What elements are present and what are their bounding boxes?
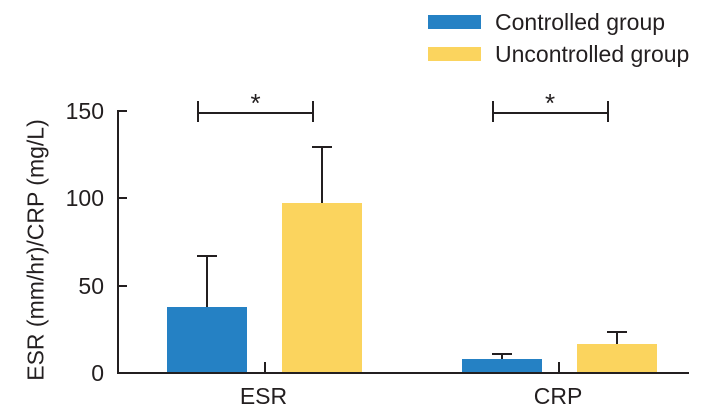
legend-label-uncontrolled: Uncontrolled group [495, 41, 690, 67]
x-axis-line [117, 372, 689, 374]
error-bar-esr-uncontrolled-group [321, 145, 323, 204]
error-cap-crp-uncontrolled-group [606, 330, 627, 333]
y-tick-50 [117, 284, 127, 287]
x-tick-crp [558, 362, 560, 372]
y-tick-label-0: 0 [91, 360, 104, 386]
legend-swatch-uncontrolled [428, 47, 481, 61]
y-tick-label-100: 100 [65, 185, 104, 212]
bar-esr-uncontrolled-group [282, 203, 362, 374]
bar-crp-uncontrolled-group [576, 344, 657, 374]
legend-swatch-controlled [428, 15, 481, 29]
bar-esr-controlled-group [167, 307, 247, 374]
error-bar-esr-controlled-group [206, 254, 208, 308]
y-tick-0 [117, 372, 127, 374]
significance-bracket-right-cap-esr [312, 101, 314, 122]
y-tick-label-150: 150 [65, 98, 104, 124]
significance-star-esr: * [250, 88, 261, 118]
significance-bracket-esr [197, 112, 314, 114]
y-tick-label-50: 50 [78, 272, 104, 299]
error-cap-esr-uncontrolled-group [312, 145, 332, 148]
significance-bracket-left-cap-esr [197, 101, 199, 122]
significance-bracket-crp [491, 112, 609, 114]
legend-item-controlled: Controlled group [428, 8, 689, 36]
significance-bracket-left-cap-crp [491, 101, 494, 122]
y-tick-100 [117, 197, 127, 200]
x-label-esr: ESR [239, 383, 288, 409]
error-cap-crp-controlled-group [491, 352, 512, 355]
x-label-crp: CRP [533, 383, 583, 409]
x-tick-esr [263, 362, 266, 372]
significance-star-crp: * [544, 88, 556, 118]
error-bar-crp-controlled-group [500, 352, 503, 359]
y-axis-line [117, 110, 119, 374]
y-tick-150 [117, 110, 127, 112]
legend: Controlled group Uncontrolled group [428, 8, 689, 72]
legend-item-uncontrolled: Uncontrolled group [428, 40, 689, 68]
error-bar-crp-uncontrolled-group [615, 330, 618, 345]
legend-label-controlled: Controlled group [495, 9, 666, 35]
bar-crp-controlled-group [461, 358, 542, 374]
error-cap-esr-controlled-group [197, 254, 217, 257]
significance-bracket-right-cap-crp [606, 101, 609, 122]
